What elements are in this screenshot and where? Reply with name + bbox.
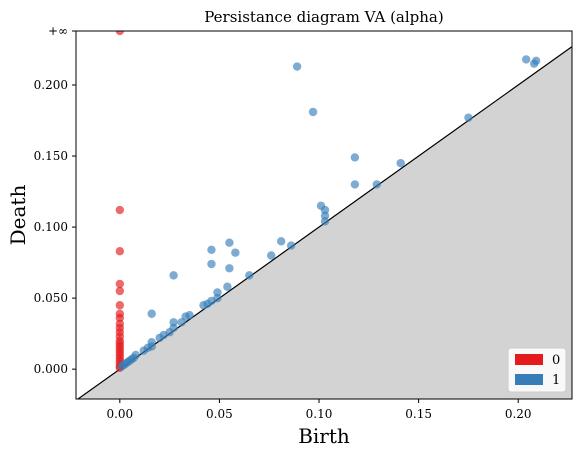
data-point-series-0 [115,31,125,36]
data-point-series-1 [147,309,156,318]
data-point-series-0 [115,301,125,310]
data-point-series-1 [286,241,296,250]
data-point-series-0 [115,286,125,296]
data-point-series-0 [115,205,125,215]
data-point-series-1 [350,153,360,162]
data-point-series-1 [223,282,232,291]
y-tick-label: 0.150 [34,149,68,163]
data-point-series-1 [267,251,276,260]
data-point-series-1 [396,158,405,168]
y-tick-label: 0.100 [34,220,68,234]
data-point-series-1 [464,113,473,122]
legend-label-series-0: 0 [552,353,560,368]
points-layer [115,31,541,372]
x-tick-label: 0.05 [206,407,233,421]
data-point-series-1 [531,56,541,66]
data-point-series-1 [207,259,216,269]
data-point-series-1 [155,333,164,343]
data-point-series-1 [308,107,318,117]
x-tick-label: 0.10 [306,407,333,421]
x-axis: 0.00 0.05 0.10 0.15 0.20 [106,399,532,421]
data-point-series-1 [177,318,186,327]
data-point-series-1 [207,245,216,255]
y-axis-label: Death [6,185,30,246]
legend: 0 1 [507,347,567,393]
data-point-series-1 [225,238,234,247]
x-tick-label: 0.20 [505,407,532,421]
x-axis-label: Birth [298,424,350,448]
y-tick-label: 0.050 [34,291,68,305]
data-point-series-1 [350,180,360,189]
legend-swatch-series-0 [515,354,543,365]
y-axis: 0.000 0.050 0.100 0.150 0.200 [34,30,76,376]
y-tick-label: 0.000 [34,362,68,376]
legend-label-series-1: 1 [552,373,560,388]
data-point-series-0 [115,247,125,256]
data-point-series-1 [292,62,302,71]
data-point-series-1 [231,248,240,257]
data-point-series-1 [521,55,531,64]
data-point-series-1 [245,271,254,280]
data-point-series-1 [147,342,156,351]
infinity-tick-label: +∞ [48,24,68,38]
plot-frame [75,30,573,400]
data-point-series-0 [115,279,125,289]
data-point-series-1 [276,237,286,246]
chart-title: Persistance diagram VA (alpha) [204,8,443,26]
data-point-series-1 [139,346,148,355]
data-point-series-1 [225,264,234,273]
x-tick-label: 0.15 [405,407,432,421]
legend-swatch-series-1 [515,374,543,385]
y-tick-label: 0.200 [34,78,68,92]
data-point-series-1 [199,301,208,310]
data-point-series-1 [169,271,178,280]
plot-area [76,31,572,399]
data-point-series-1 [320,217,330,226]
x-tick-label: 0.00 [106,407,133,421]
data-point-series-1 [117,362,127,371]
data-point-series-1 [372,180,381,189]
